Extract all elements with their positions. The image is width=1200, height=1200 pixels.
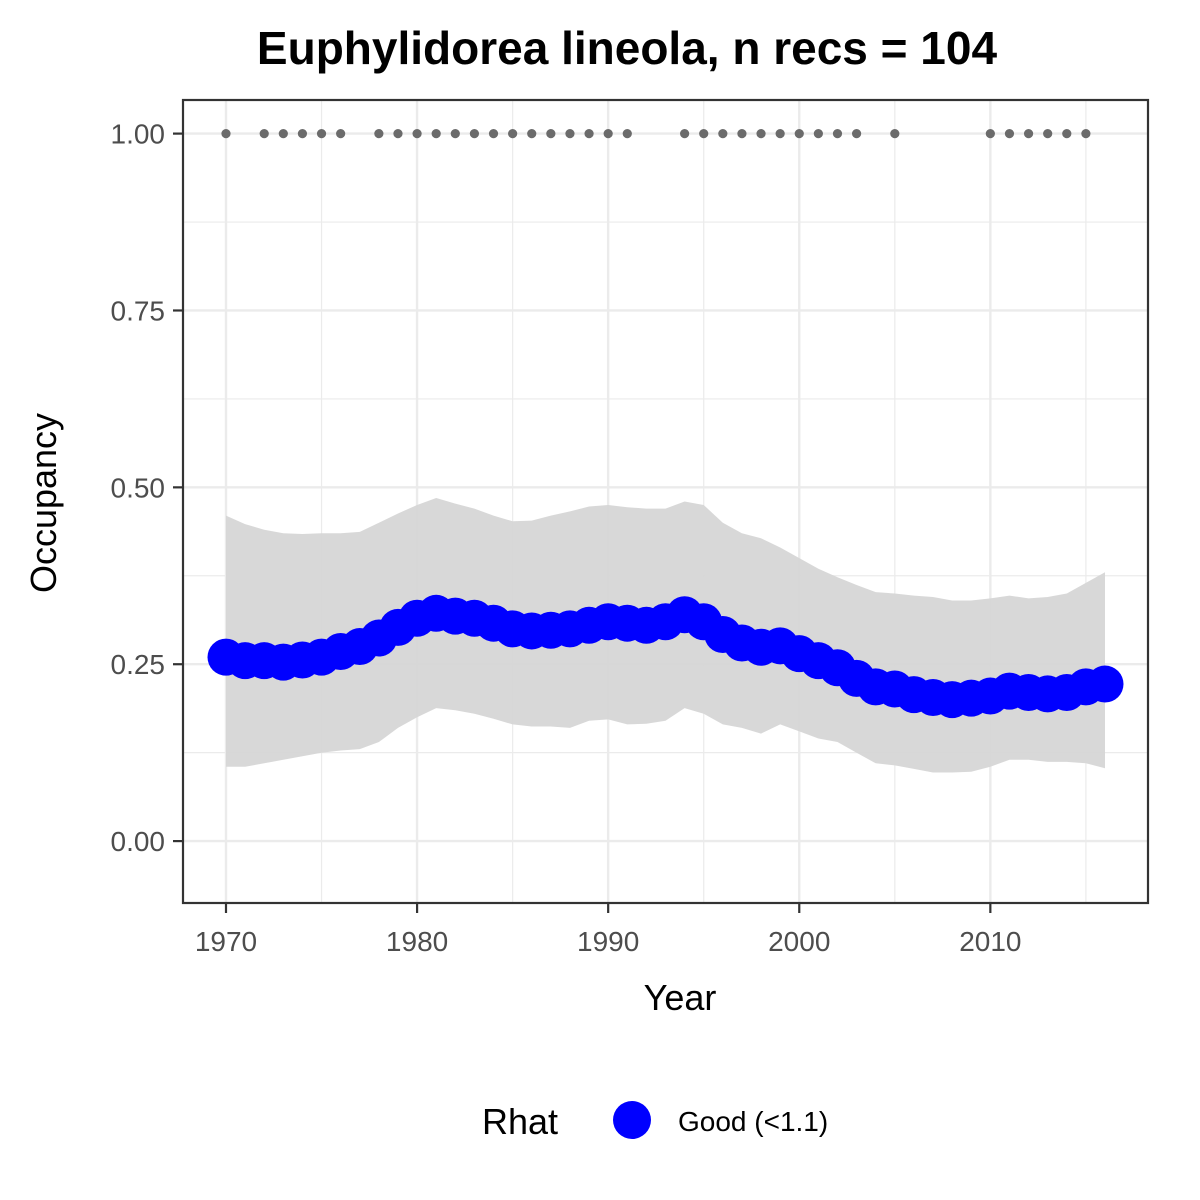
record-point <box>603 129 613 139</box>
record-point <box>278 129 288 139</box>
record-point <box>1023 129 1034 139</box>
y-tick-label: 0.50 <box>111 472 166 503</box>
record-point <box>450 129 460 139</box>
record-point <box>412 129 422 139</box>
x-axis: 1970 1980 1990 2000 2010 <box>195 903 1021 957</box>
legend-key-good <box>613 1101 651 1139</box>
legend: Rhat Good (<1.1) <box>482 1101 828 1142</box>
record-point <box>259 129 269 139</box>
x-tick-label: 1970 <box>195 926 257 957</box>
record-point <box>316 129 327 139</box>
y-tick-label: 0.25 <box>111 649 166 680</box>
grid-lines <box>183 100 1148 903</box>
x-tick-label: 1990 <box>577 926 639 957</box>
record-point <box>297 129 308 139</box>
record-point <box>584 129 594 139</box>
record-point <box>775 129 785 139</box>
record-point <box>756 129 766 139</box>
y-axis: 0.00 0.25 0.50 0.75 1.00 <box>111 119 183 857</box>
y-tick-label: 0.00 <box>111 826 166 857</box>
record-point <box>813 129 823 139</box>
record-point <box>890 129 900 139</box>
legend-title: Rhat <box>482 1101 558 1142</box>
x-tick-label: 2010 <box>959 926 1021 957</box>
occupancy-point <box>1086 665 1124 703</box>
record-point <box>794 129 804 139</box>
chart-title: Euphylidorea lineola, n recs = 104 <box>257 22 998 74</box>
record-point <box>1043 129 1053 139</box>
record-point <box>699 129 709 139</box>
panel-border <box>181 98 1150 905</box>
y-axis-title: Occupancy <box>23 413 64 593</box>
record-point <box>718 129 728 139</box>
record-point <box>488 129 499 139</box>
x-tick-label: 2000 <box>768 926 830 957</box>
y-tick-label: 0.75 <box>111 295 166 326</box>
record-point <box>985 129 995 139</box>
record-point <box>469 129 480 139</box>
record-point <box>527 129 537 139</box>
record-point <box>508 129 518 139</box>
record-point <box>393 129 403 139</box>
record-point <box>622 129 632 139</box>
legend-label-good: Good (<1.1) <box>678 1106 828 1137</box>
record-point <box>546 129 556 139</box>
record-point <box>1004 129 1015 139</box>
record-point <box>832 129 843 139</box>
record-point <box>336 129 346 139</box>
y-tick-label: 1.00 <box>111 119 166 150</box>
record-points <box>221 129 1091 139</box>
record-point <box>221 129 231 139</box>
occupancy-series <box>207 594 1124 719</box>
x-axis-title: Year <box>644 977 717 1018</box>
record-point <box>737 129 747 139</box>
record-point <box>851 129 862 139</box>
x-tick-label: 1980 <box>386 926 448 957</box>
record-point <box>1081 129 1091 139</box>
record-point <box>1062 129 1072 139</box>
record-point <box>565 129 575 139</box>
record-point <box>374 129 384 139</box>
record-point <box>680 129 690 139</box>
record-point <box>431 129 441 139</box>
